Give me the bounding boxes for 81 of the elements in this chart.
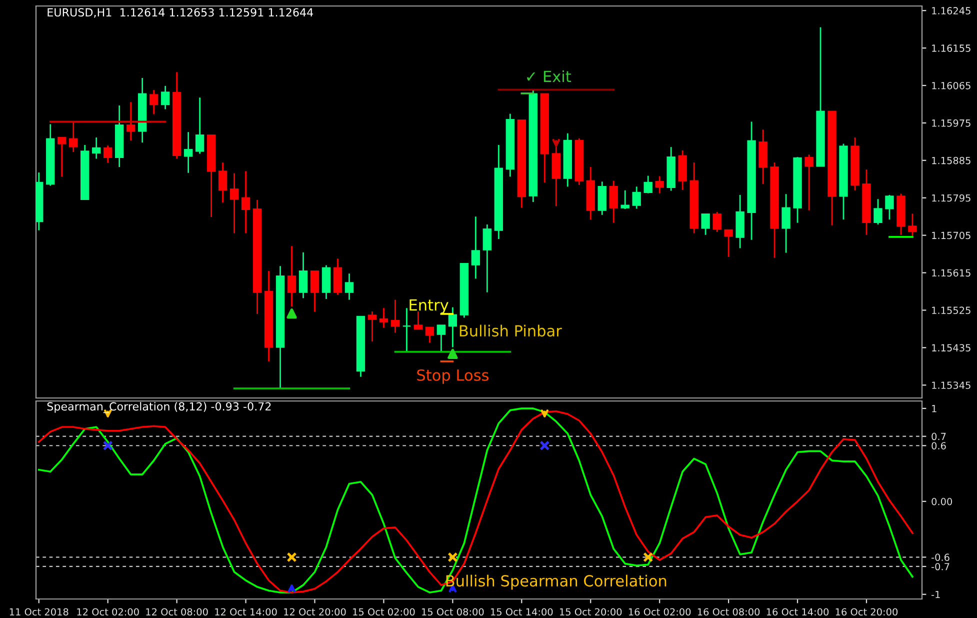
candlestick — [195, 96, 204, 154]
candlestick — [241, 170, 250, 234]
candlestick — [482, 224, 492, 293]
candlestick — [92, 136, 101, 160]
x-tick-label: 16 Oct 02:00 — [628, 608, 691, 616]
x-tick-label: 16 Oct 14:00 — [766, 608, 829, 616]
candlestick — [126, 101, 136, 142]
x-tick-label: 15 Oct 20:00 — [560, 608, 622, 616]
candlestick — [644, 175, 652, 194]
point — [286, 552, 297, 562]
candlestick — [885, 194, 894, 220]
candlestick — [218, 162, 228, 204]
y-tick-label: 1.15525 — [932, 306, 970, 314]
point — [540, 440, 550, 451]
x-tick-label: 12 Oct 02:00 — [77, 608, 139, 616]
candlestick — [344, 272, 354, 300]
candlestick — [598, 180, 606, 216]
candlestick — [655, 176, 664, 194]
candlestick — [874, 198, 882, 226]
point — [643, 552, 654, 562]
y-tick-label: 0.6 — [932, 442, 946, 450]
x-tick-label: 15 Oct 08:00 — [422, 608, 484, 616]
chart-title: Spearman_Correlation (8,12) -0.93 -0.72 — [47, 402, 271, 414]
candlestick — [184, 131, 193, 174]
annotation: Entry — [410, 299, 448, 314]
candlestick — [103, 144, 112, 164]
candlestick — [804, 154, 814, 212]
candlestick — [287, 245, 296, 308]
candlestick — [436, 324, 446, 353]
y-tick-label: -0.6 — [932, 554, 950, 561]
candlestick — [160, 85, 170, 110]
annotation: Bullish Pinbar — [460, 324, 562, 337]
x-tick-label: 12 Oct 14:00 — [215, 608, 277, 616]
point — [102, 440, 113, 451]
y-tick-label: 1.16155 — [932, 44, 970, 52]
y-tick-label: -1 — [932, 590, 940, 598]
candlestick — [58, 136, 66, 178]
y-tick-label: 1.15345 — [932, 382, 970, 389]
candlestick — [149, 89, 158, 115]
candlestick — [609, 180, 618, 224]
y-tick-label: 1.15885 — [932, 156, 970, 164]
x-tick-label: 15 Oct 14:00 — [491, 608, 553, 616]
candlestick — [402, 307, 412, 353]
y-tick-label: 1.15795 — [932, 194, 970, 202]
y-tick-label: 1 — [932, 405, 936, 412]
candlestick — [908, 212, 917, 238]
point — [448, 552, 458, 562]
candlestick — [69, 120, 78, 153]
y-tick-label: 1.15975 — [932, 119, 970, 127]
y-tick-label: 1.16245 — [932, 7, 970, 14]
candlestick — [298, 252, 308, 299]
chart-title: EURUSD,H1 1.12614 1.12653 1.12591 1.12644 — [48, 8, 314, 18]
y-tick-label: 0.7 — [932, 432, 946, 440]
annotation: Stop Loss — [417, 369, 488, 384]
x-tick-label: 16 Oct 08:00 — [698, 608, 760, 616]
candlestick — [701, 213, 710, 236]
x-tick-label: 16 Oct 20:00 — [836, 608, 898, 616]
candlestick — [368, 310, 377, 342]
candlestick — [471, 216, 480, 280]
candlestick — [379, 307, 388, 328]
x-tick-label: 12 Oct 08:00 — [146, 608, 208, 616]
x-tick-label: 12 Oct 20:00 — [284, 608, 346, 616]
x-tick-label: 11 Oct 2018 — [10, 608, 68, 616]
candlestick — [310, 270, 320, 313]
y-tick-label: 1.16065 — [932, 82, 970, 90]
y-tick-label: 1.15435 — [932, 344, 970, 352]
candlestick — [782, 193, 790, 254]
candlestick — [632, 186, 641, 210]
candlestick — [724, 229, 733, 258]
candlestick — [390, 299, 400, 334]
y-tick-label: 1.15615 — [932, 269, 970, 277]
candlestick — [448, 306, 458, 348]
y-tick-label: -0.7 — [932, 562, 950, 570]
annotation: ✓ Exit — [527, 70, 572, 82]
candlestick — [425, 326, 434, 344]
x-tick-label: 15 Oct 02:00 — [353, 608, 415, 616]
candlestick — [230, 172, 239, 234]
y-tick-label: 0.00 — [932, 498, 952, 506]
candlestick — [620, 190, 630, 210]
y-tick-label: 1.15705 — [932, 232, 970, 240]
candlestick — [712, 211, 722, 233]
